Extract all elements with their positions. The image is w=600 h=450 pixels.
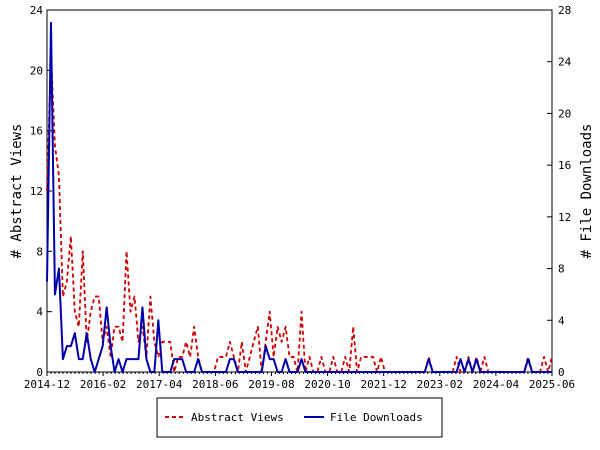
y-right-tick-label: 28 [558,4,571,17]
x-tick-label: 2025-06 [529,378,575,391]
y-right-tick-label: 24 [558,56,572,69]
y-right-tick-label: 12 [558,211,571,224]
x-tick-label: 2023-02 [417,378,463,391]
y-right-tick-label: 8 [558,263,565,276]
y-left-tick-label: 24 [30,4,44,17]
x-tick-label: 2014-12 [24,378,70,391]
y-left-tick-label: 0 [36,366,43,379]
x-tick-label: 2019-08 [248,378,294,391]
x-axis-ticks: 2014-12 2016-02 2017-04 2018-06 2019-08 2020-… [24,372,575,391]
x-tick-label: 2020-10 [304,378,350,391]
y-left-tick-label: 4 [36,306,43,319]
left-axis-ticks: 0 4 8 12 16 20 24 [30,4,52,379]
legend-label-abstract-views: Abstract Views [191,411,284,424]
y-right-tick-label: 20 [558,107,571,120]
y-left-tick-label: 8 [36,245,43,258]
x-tick-label: 2021-12 [360,378,406,391]
x-tick-label: 2017-04 [136,378,183,391]
legend-label-file-downloads: File Downloads [330,411,423,424]
series-line-file-downloads [46,21,552,373]
y-left-tick-label: 16 [30,125,43,138]
x-tick-label: 2016-02 [80,378,126,391]
x-tick-label: 2018-06 [192,378,238,391]
x-tick-label: 2024-04 [473,378,520,391]
y-right-tick-label: 4 [558,314,565,327]
y-right-tick-label: 16 [558,159,571,172]
y-left-tick-label: 20 [30,64,43,77]
legend-box [156,397,443,438]
y-left-tick-label: 12 [30,185,43,198]
y-axis-right-label: # File Downloads [579,124,595,259]
legend: Abstract Views File Downloads [156,397,443,438]
y-right-tick-label: 0 [558,366,565,379]
series-layer [46,21,553,373]
y-axis-left-label: # Abstract Views [9,124,25,259]
right-axis-ticks: 0 4 8 12 16 20 24 28 [547,4,572,379]
